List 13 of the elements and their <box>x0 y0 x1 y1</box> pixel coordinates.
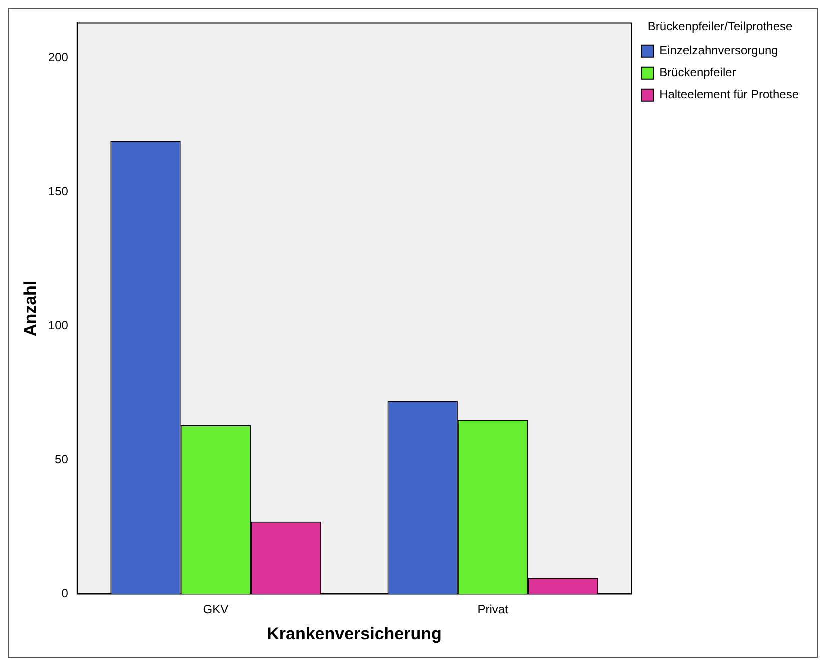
y-tick-label: 200 <box>48 50 69 64</box>
x-tick-label: Privat <box>478 602 510 617</box>
y-tick-label: 0 <box>62 586 69 601</box>
x-tick-label: GKV <box>203 602 229 617</box>
y-tick-label: 50 <box>55 452 69 466</box>
y-tick-label: 150 <box>48 184 69 198</box>
legend-label: Einzelzahnversorgung <box>660 44 778 58</box>
legend-label: Halteelement für Prothese <box>660 88 800 102</box>
legend-label: Brückenpfeiler <box>660 66 736 80</box>
x-axis-title: Krankenversicherung <box>267 624 442 644</box>
y-tick-label: 100 <box>48 318 69 332</box>
legend-title: Brückenpfeiler/Teilprothese <box>648 19 793 34</box>
y-axis-title: Anzahl <box>20 280 40 337</box>
